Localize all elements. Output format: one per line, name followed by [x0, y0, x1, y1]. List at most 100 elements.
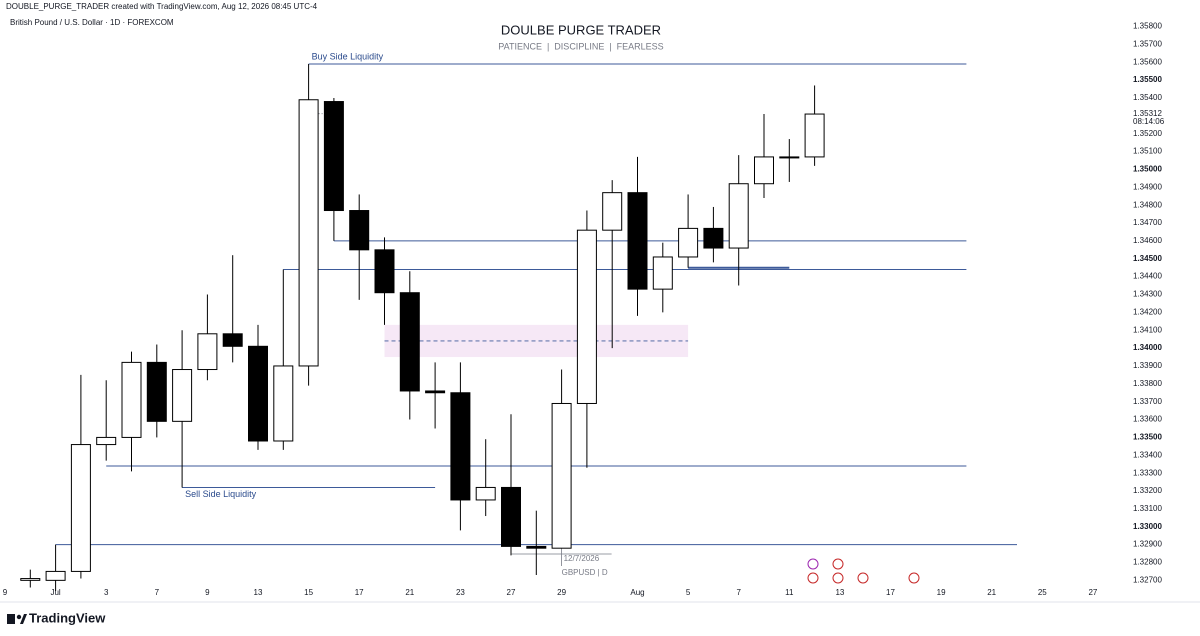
x-tick-label: 3: [104, 588, 109, 597]
x-tick-label: 23: [456, 588, 465, 597]
y-tick-label: 1.34400: [1133, 272, 1162, 281]
y-tick-label: 1.35000: [1133, 165, 1162, 174]
candle-body: [70, 444, 91, 572]
y-tick-label: 1.33000: [1133, 522, 1162, 531]
chart-title: DOULBE PURGE TRADER: [501, 22, 661, 37]
candle-body: [754, 156, 774, 185]
y-tick-label: 1.32900: [1133, 540, 1162, 549]
x-tick-label: Aug: [630, 588, 644, 597]
x-tick-label: 9: [205, 588, 210, 597]
candle-body: [627, 192, 648, 290]
candle-body: [45, 570, 66, 581]
candle-body: [425, 390, 446, 394]
y-tick-label: 1.33700: [1133, 397, 1162, 406]
event-icons: [807, 558, 920, 584]
level-label: Buy Side Liquidity: [312, 51, 384, 61]
x-tick-label: 21: [405, 588, 414, 597]
x-tick-label: 7: [736, 588, 741, 597]
level-label: Sell Side Liquidity: [185, 489, 257, 499]
last-price-label: 1.35312: [1133, 109, 1162, 118]
y-tick-label: 1.33400: [1133, 450, 1162, 459]
x-tick-label: 7: [155, 588, 160, 597]
candle-body: [273, 365, 294, 442]
y-tick-label: 1.35200: [1133, 129, 1162, 138]
candle-body: [20, 578, 41, 581]
y-tick-label: 1.35700: [1133, 39, 1162, 48]
candle-body: [248, 345, 268, 442]
y-tick-label: 1.33100: [1133, 504, 1162, 513]
y-tick-label: 1.35400: [1133, 93, 1162, 102]
credit: DOUBLE_PURGE_TRADER created with Trading…: [6, 2, 318, 11]
candle-body: [96, 436, 117, 446]
candle-body: [728, 183, 749, 249]
candle-body: [501, 486, 521, 547]
candle-body: [197, 333, 218, 371]
y-tick-label: 1.33600: [1133, 415, 1162, 424]
x-tick-label: 5: [686, 588, 691, 597]
x-tick-label: 13: [254, 588, 263, 597]
candle-body: [121, 361, 142, 438]
y-tick-label: 1.33200: [1133, 486, 1162, 495]
y-tick-label: 1.34800: [1133, 200, 1162, 209]
candle-body: [779, 156, 800, 159]
x-tick-label: 29: [557, 588, 566, 597]
y-tick-label: 1.35500: [1133, 75, 1162, 84]
x-tick-label: 27: [507, 588, 516, 597]
candle-body: [349, 210, 370, 251]
y-tick-label: 1.35800: [1133, 22, 1162, 31]
x-tick-label: 13: [835, 588, 844, 597]
x-tick-label: 19: [937, 588, 946, 597]
event-icon: [832, 558, 844, 570]
candle-body: [804, 113, 825, 158]
candle-body: [602, 192, 623, 231]
event-icon: [857, 572, 869, 584]
candle-body: [222, 333, 243, 347]
y-tick-label: 1.34900: [1133, 182, 1162, 191]
y-tick-label: 1.32700: [1133, 575, 1162, 584]
x-tick-label: 21: [987, 588, 996, 597]
x-tick-label: 17: [886, 588, 895, 597]
brand: TradingView: [29, 610, 106, 625]
x-tick-label: 27: [1088, 588, 1097, 597]
x-tick-label: 9: [3, 588, 8, 597]
event-icon: [807, 572, 819, 584]
brand-logo: TradingView: [7, 610, 106, 625]
candle-body: [399, 292, 420, 392]
candle-body: [475, 486, 496, 501]
y-tick-label: 1.34000: [1133, 343, 1162, 352]
candle-body: [146, 361, 167, 422]
x-tick-label: 15: [304, 588, 313, 597]
event-icon: [807, 558, 819, 570]
logo-mark: [20, 614, 27, 624]
logo-mark: [16, 614, 22, 620]
event-icon: [832, 572, 844, 584]
candle-body: [678, 227, 699, 258]
candle-body: [652, 256, 673, 290]
candle-body: [323, 101, 344, 212]
y-tick-label: 1.34100: [1133, 325, 1162, 334]
y-tick-label: 1.35100: [1133, 147, 1162, 156]
candle-body: [172, 369, 193, 422]
y-tick-label: 1.33500: [1133, 433, 1162, 442]
y-tick-label: 1.33900: [1133, 361, 1162, 370]
tag-symbol: GBPUSD | D: [562, 568, 608, 577]
candle-body: [298, 99, 319, 367]
countdown: 08:14:06: [1133, 117, 1165, 126]
y-tick-label: 1.34500: [1133, 254, 1162, 263]
event-icon: [908, 572, 920, 584]
tag-date: 12/7/2026: [564, 554, 600, 563]
candle-body: [703, 227, 724, 249]
x-tick-label: 11: [785, 588, 794, 597]
candle-body: [374, 249, 395, 294]
y-tick-label: 1.33300: [1133, 468, 1162, 477]
y-tick-label: 1.34300: [1133, 290, 1162, 299]
y-tick-label: 1.34600: [1133, 236, 1162, 245]
x-tick-label: 17: [355, 588, 364, 597]
candle-body: [576, 229, 597, 404]
x-tick-label: 25: [1038, 588, 1047, 597]
logo-mark: [7, 614, 15, 624]
candle-body: [450, 392, 471, 501]
y-tick-label: 1.34700: [1133, 218, 1162, 227]
y-tick-label: 1.32800: [1133, 558, 1162, 567]
y-tick-label: 1.35600: [1133, 57, 1162, 66]
